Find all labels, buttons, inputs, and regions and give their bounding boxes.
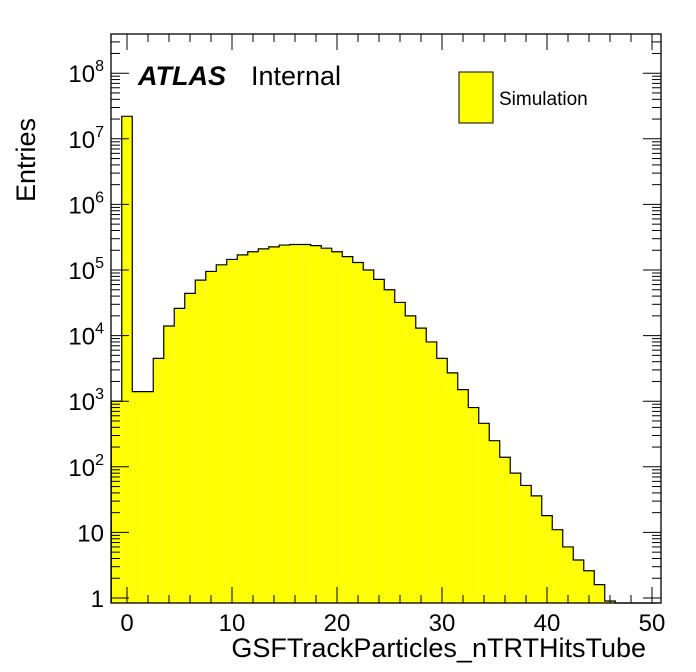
histogram-bar	[468, 407, 479, 603]
tick-labels: 0 10 20 30 40 50 1 10 102 103 104 105 106 107 108	[68, 58, 665, 637]
histogram-bar	[457, 389, 469, 603]
y-tick-label: 103	[68, 386, 104, 416]
histogram-bar	[394, 302, 406, 603]
legend-label: Simulation	[499, 89, 588, 110]
histogram-bars	[110, 115, 658, 604]
x-tick-label: 30	[429, 610, 456, 637]
y-tick-label: 108	[68, 58, 104, 88]
histogram-bar	[541, 515, 553, 603]
histogram-bar	[489, 440, 500, 603]
y-axis-title: Entries	[11, 118, 41, 202]
histogram-bar	[363, 270, 374, 603]
histogram-bar	[258, 248, 269, 603]
x-tick-label: 50	[639, 610, 666, 637]
atlas-label: ATLAS	[137, 61, 226, 91]
x-tick-label: 0	[120, 610, 133, 637]
y-tick-label: 106	[68, 189, 104, 219]
histogram-bar	[153, 358, 164, 603]
histogram-bar	[415, 328, 427, 603]
histogram-bar	[552, 529, 563, 603]
x-tick-label: 20	[324, 610, 351, 637]
histogram-bar	[142, 391, 154, 603]
histogram-bar	[573, 559, 584, 603]
histogram-bar	[163, 326, 175, 603]
y-tick-label: 10	[77, 520, 104, 547]
histogram-bar	[121, 116, 133, 604]
histogram-outline	[110, 115, 658, 604]
histogram-bar	[174, 308, 185, 603]
histogram-bar	[426, 341, 437, 603]
histogram-bar	[237, 254, 248, 603]
plot-frame	[110, 33, 662, 604]
histogram-bar	[436, 358, 448, 603]
legend-swatch	[458, 71, 494, 124]
histogram-bar	[300, 244, 311, 603]
histogram-bar	[111, 401, 122, 603]
histogram-bar	[247, 251, 259, 604]
y-tick-label: 107	[68, 124, 104, 154]
histogram-bar	[321, 248, 332, 604]
internal-label: Internal	[251, 61, 341, 91]
histogram-bar	[478, 423, 490, 603]
histogram-bar	[447, 372, 458, 603]
histogram-bar	[205, 271, 217, 603]
x-tick-label: 10	[219, 610, 246, 637]
histogram-bar	[289, 244, 301, 603]
histogram-bar	[184, 293, 196, 603]
axis-ticks	[111, 34, 661, 603]
histogram-bar	[531, 495, 542, 603]
y-tick-label: 1	[91, 586, 104, 613]
histogram-bar	[384, 289, 395, 603]
histogram-bar	[310, 245, 322, 603]
x-axis-title: GSFTrackParticles_nTRTHitsTube	[231, 633, 646, 663]
histogram-bar	[279, 245, 290, 603]
histogram-bar	[268, 246, 280, 603]
histogram-bar	[520, 485, 532, 603]
y-tick-label: 104	[68, 321, 104, 351]
histogram-bar	[594, 584, 605, 603]
histogram-bar	[510, 473, 521, 603]
histogram-bar	[195, 280, 206, 603]
histogram-bar	[132, 391, 143, 603]
histogram-bar	[499, 457, 511, 603]
histogram-bar	[226, 259, 238, 603]
histogram-bar	[405, 315, 416, 603]
y-tick-label: 105	[68, 255, 104, 285]
x-tick-label: 40	[534, 610, 561, 637]
histogram-bar	[562, 546, 574, 603]
histogram-bar	[216, 264, 227, 603]
histogram-bar	[352, 262, 364, 603]
y-tick-label: 102	[68, 452, 104, 482]
histogram-bar	[583, 570, 595, 603]
histogram-bar	[373, 279, 385, 603]
histogram-bar	[342, 256, 353, 603]
histogram-bar	[331, 251, 343, 604]
